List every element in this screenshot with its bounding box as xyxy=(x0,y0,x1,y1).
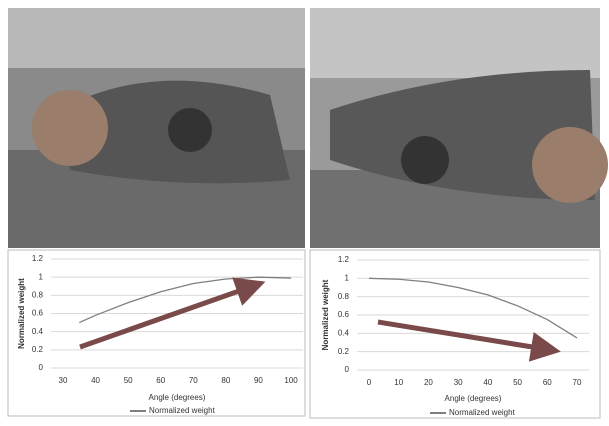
x-tick-label: 60 xyxy=(156,376,165,385)
x-tick-label: 50 xyxy=(513,378,522,387)
x-tick-label: 40 xyxy=(91,376,100,385)
y-axis-title: Normalized weight xyxy=(17,278,26,349)
y-tick-label: 0.8 xyxy=(32,290,44,299)
y-axis-title: Normalized weight xyxy=(321,279,330,350)
y-tick-label: 0.6 xyxy=(32,309,44,318)
x-tick-label: 60 xyxy=(543,378,552,387)
y-tick-label: 0 xyxy=(345,365,350,374)
chart-panel xyxy=(8,250,305,416)
photo-right xyxy=(310,8,608,248)
y-tick-label: 0.2 xyxy=(338,347,350,356)
x-tick-label: 90 xyxy=(254,376,263,385)
x-tick-label: 100 xyxy=(284,376,298,385)
x-tick-label: 30 xyxy=(59,376,68,385)
x-axis-title: Angle (degrees) xyxy=(149,393,206,402)
x-tick-label: 70 xyxy=(573,378,582,387)
x-tick-label: 0 xyxy=(367,378,372,387)
x-tick-label: 10 xyxy=(394,378,403,387)
x-tick-label: 50 xyxy=(124,376,133,385)
page: {"chart_data": [ {"type": "line", "x": [… xyxy=(0,0,609,421)
y-tick-label: 0.6 xyxy=(338,310,350,319)
figure: 00.20.40.60.811.230405060708090100Angle … xyxy=(0,0,609,421)
x-tick-label: 80 xyxy=(221,376,230,385)
legend-label: Normalized weight xyxy=(449,408,516,417)
y-tick-label: 0 xyxy=(39,363,44,372)
y-tick-label: 1 xyxy=(39,272,44,281)
x-axis-title: Angle (degrees) xyxy=(445,394,502,403)
x-tick-label: 20 xyxy=(424,378,433,387)
y-tick-label: 0.4 xyxy=(338,328,350,337)
x-tick-label: 30 xyxy=(454,378,463,387)
y-tick-label: 1.2 xyxy=(338,255,350,264)
y-tick-label: 0.8 xyxy=(338,292,350,301)
y-tick-label: 1 xyxy=(345,273,350,282)
x-tick-label: 40 xyxy=(483,378,492,387)
legend-label: Normalized weight xyxy=(149,406,216,415)
photo-left xyxy=(8,8,305,248)
y-tick-label: 0.2 xyxy=(32,345,44,354)
x-tick-label: 70 xyxy=(189,376,198,385)
y-tick-label: 1.2 xyxy=(32,254,44,263)
y-tick-label: 0.4 xyxy=(32,327,44,336)
